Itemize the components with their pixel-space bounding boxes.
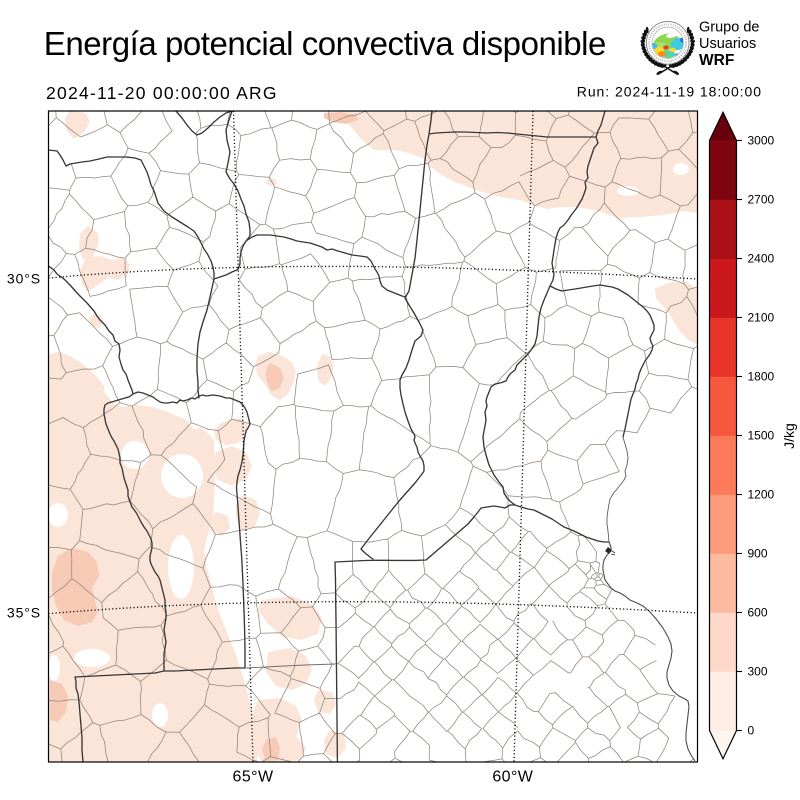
- svg-text:2400: 2400: [748, 252, 775, 266]
- svg-text:65°W: 65°W: [233, 769, 274, 786]
- svg-text:Usuarios: Usuarios: [699, 36, 756, 52]
- svg-text:1800: 1800: [748, 370, 775, 384]
- svg-text:600: 600: [748, 606, 768, 620]
- svg-text:0: 0: [748, 724, 755, 738]
- svg-text:Grupo de: Grupo de: [699, 20, 759, 36]
- svg-text:J/kg: J/kg: [781, 423, 797, 449]
- svg-text:3000: 3000: [748, 134, 775, 148]
- svg-text:2700: 2700: [748, 193, 775, 207]
- svg-text:WRF: WRF: [699, 52, 734, 69]
- svg-text:30°S: 30°S: [7, 271, 41, 287]
- svg-text:300: 300: [748, 665, 768, 679]
- svg-text:Energía potencial convectiva d: Energía potencial convectiva disponible: [44, 25, 606, 62]
- svg-text:1200: 1200: [748, 488, 775, 502]
- svg-text:Run: 2024-11-19 18:00:00: Run: 2024-11-19 18:00:00: [577, 84, 762, 100]
- svg-text:1500: 1500: [748, 429, 775, 443]
- svg-text:60°W: 60°W: [492, 769, 533, 786]
- svg-text:2024-11-20 00:00:00 ARG: 2024-11-20 00:00:00 ARG: [46, 83, 278, 103]
- svg-text:900: 900: [748, 547, 768, 561]
- svg-text:2100: 2100: [748, 311, 775, 325]
- svg-text:35°S: 35°S: [7, 605, 41, 621]
